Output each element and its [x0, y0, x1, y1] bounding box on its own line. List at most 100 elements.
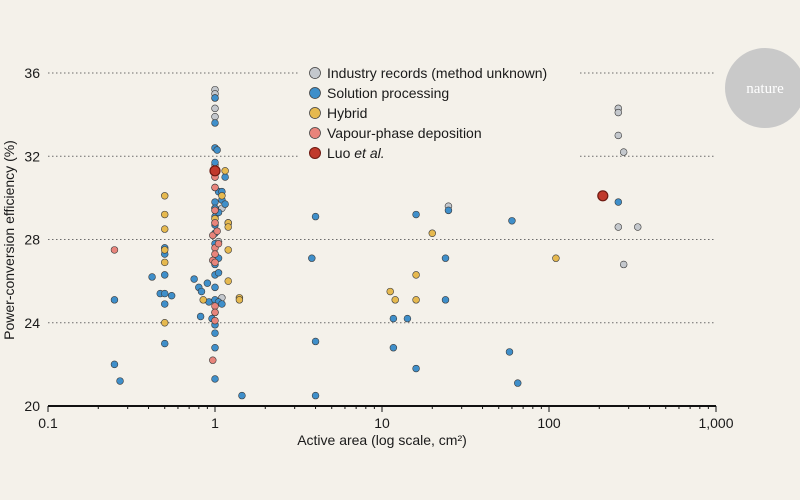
data-point: [211, 344, 219, 352]
data-point: [211, 302, 219, 310]
data-point: [211, 94, 219, 102]
data-point: [161, 289, 169, 298]
data-point: [224, 277, 232, 285]
legend-background: [300, 60, 580, 168]
gridlines: [48, 72, 716, 324]
y-tick-label: 20: [24, 398, 40, 414]
data-point: [412, 296, 420, 304]
data-point: [235, 296, 244, 304]
data-point: [161, 271, 169, 279]
y-axis-title: Power-conversion efficiency (%): [1, 140, 17, 340]
data-points: [110, 85, 642, 400]
data-point: [197, 287, 206, 296]
x-tick-label: 0.1: [38, 415, 58, 431]
data-point: [161, 339, 169, 348]
data-point: [161, 210, 169, 219]
data-point: [110, 246, 119, 254]
data-point: [238, 391, 246, 400]
data-point: [386, 287, 394, 296]
data-point: [190, 275, 198, 283]
legend-marker: [309, 87, 321, 99]
data-point: [634, 223, 642, 231]
data-point: [218, 300, 226, 308]
data-point: [161, 300, 169, 308]
data-point: [505, 348, 514, 356]
data-point: [441, 296, 450, 304]
data-point: [213, 227, 221, 235]
data-point: [213, 146, 221, 154]
legend-label: Industry records (method unknown): [327, 65, 547, 81]
data-point: [167, 291, 176, 300]
data-point: [597, 190, 609, 202]
data-point: [552, 254, 560, 262]
data-point: [211, 206, 219, 215]
data-point: [214, 239, 223, 248]
data-point: [403, 314, 412, 323]
data-point: [110, 360, 119, 369]
data-point: [614, 131, 623, 140]
data-point: [619, 148, 628, 156]
data-point: [161, 246, 169, 254]
data-point: [211, 158, 219, 167]
y-tick-label: 36: [24, 65, 40, 81]
legend-label: Hybrid: [327, 105, 367, 121]
data-point: [224, 223, 232, 231]
data-point: [508, 217, 516, 225]
data-point: [161, 258, 169, 267]
y-tick-label: 28: [24, 232, 40, 248]
data-point: [389, 314, 398, 323]
data-point: [211, 329, 219, 337]
data-point: [221, 200, 229, 208]
data-point: [211, 104, 219, 113]
data-point: [199, 296, 207, 304]
data-point: [211, 375, 219, 383]
data-point: [203, 279, 212, 287]
nature-logo: nature: [725, 48, 800, 128]
y-tick-label: 24: [24, 315, 40, 331]
data-point: [161, 225, 169, 233]
data-point: [428, 229, 436, 237]
legend-marker: [309, 147, 321, 159]
data-point: [412, 271, 420, 279]
legend-marker: [309, 127, 321, 139]
data-point: [211, 219, 219, 227]
data-point: [614, 108, 623, 117]
data-point: [221, 173, 229, 181]
data-point: [214, 269, 223, 277]
data-point: [412, 210, 420, 219]
data-point: [221, 167, 229, 175]
data-point: [514, 379, 522, 387]
data-point: [614, 198, 623, 206]
x-tick-label: 100: [537, 415, 561, 431]
data-point: [110, 296, 119, 304]
data-point: [308, 254, 316, 262]
data-point: [116, 377, 124, 385]
data-point: [391, 296, 399, 304]
data-point: [211, 198, 219, 206]
data-point: [148, 273, 156, 281]
x-axis-title: Active area (log scale, cm²): [297, 432, 467, 448]
data-point: [311, 337, 320, 346]
data-point: [211, 113, 219, 121]
data-point: [211, 316, 219, 325]
series-3: [110, 173, 223, 364]
data-point: [211, 183, 219, 192]
logo-circle: [725, 48, 800, 128]
data-point: [224, 246, 232, 254]
legend-label: Luo et al.: [327, 145, 385, 161]
x-tick-label: 1,000: [698, 415, 733, 431]
data-point: [209, 356, 217, 364]
series-4: [209, 165, 609, 202]
data-point: [196, 312, 205, 321]
data-point: [619, 260, 628, 269]
legend-marker: [309, 67, 321, 79]
legend-label: Solution processing: [327, 85, 449, 101]
data-point: [614, 223, 623, 231]
data-point: [211, 258, 219, 267]
data-point: [389, 344, 398, 352]
data-point: [211, 283, 219, 292]
legend: Industry records (method unknown) Solutio…: [300, 60, 580, 168]
data-point: [441, 254, 450, 262]
data-point: [311, 391, 320, 400]
legend-label: Vapour-phase deposition: [327, 125, 482, 141]
